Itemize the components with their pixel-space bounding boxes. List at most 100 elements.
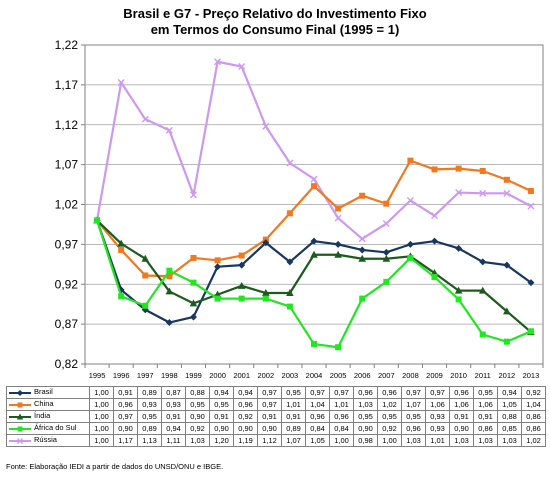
data-point-russia: [165, 126, 173, 134]
x-tick-label: 2008: [402, 371, 419, 380]
data-point-china: [335, 205, 342, 212]
legend-key-india: [9, 413, 31, 419]
x-tick-label: 2000: [209, 371, 226, 380]
data-point-russia: [503, 189, 511, 197]
table-cell-russia: 1,17: [113, 434, 138, 447]
source-note: Fonte: Elaboração IEDI a partir de dados…: [6, 462, 224, 471]
data-point-india: [189, 299, 198, 307]
table-cell-russia: 1,00: [377, 434, 402, 447]
x-tick-label: 1996: [113, 371, 130, 380]
table-cell-china: 1,06: [449, 398, 474, 411]
table-cell-russia: 1,00: [89, 434, 114, 447]
table-row-russia: Rússia 1,00 1,17 1,13 1,11 1,03 1,20 1,19 1,12 1,…: [6, 434, 546, 447]
table-cell-brasil: 0,92: [521, 386, 546, 399]
table-cell-russia: 1,19: [233, 434, 258, 447]
table-cell-brasil: 0,95: [281, 386, 306, 399]
legend-label-africa-do-sul: África do Sul: [34, 423, 77, 433]
data-point-china: [190, 254, 197, 261]
table-cell-brasil: 0,94: [233, 386, 258, 399]
table-cell-india: 0,97: [113, 410, 138, 423]
line-chart-plot: 0,82 0,87 0,92 0,97 1,02 1,07 1,12 1,17 1,22 1995…: [55, 38, 544, 380]
data-point-brasil: [431, 237, 439, 245]
data-point-africa-do-sul: [238, 295, 245, 302]
table-cell-russia: 1,03: [449, 434, 474, 447]
data-point-africa-do-sul: [94, 217, 101, 224]
y-tick-label: 0,87: [55, 317, 79, 331]
table-cell-africa-do-sul: 0,90: [353, 422, 378, 435]
table-cell-brasil: 1,00: [89, 386, 114, 399]
table-cell-africa-do-sul: 0,93: [425, 422, 450, 435]
data-point-china: [142, 272, 149, 279]
table-cell-brasil: 0,95: [473, 386, 498, 399]
data-point-china: [214, 257, 221, 264]
x-tick-label: 1995: [89, 371, 106, 380]
x-tick-label: 2001: [233, 371, 250, 380]
data-point-brasil: [382, 248, 390, 256]
data-point-africa-do-sul: [142, 302, 149, 309]
legend-entry-china: China: [6, 398, 90, 411]
table-row-india: Índia 1,00 0,97 0,95 0,91 0,90 0,91 0,92 0,91 0,9…: [6, 410, 546, 423]
data-point-africa-do-sul: [431, 274, 438, 281]
legend-label-china: China: [34, 399, 54, 409]
data-point-africa-do-sul: [479, 331, 486, 338]
table-cell-india: 0,92: [233, 410, 258, 423]
data-point-russia: [334, 214, 342, 222]
table-cell-china: 0,97: [257, 398, 282, 411]
legend-entry-brasil: Brasil: [6, 386, 90, 399]
x-tick-label: 2002: [257, 371, 274, 380]
data-point-brasil: [189, 313, 197, 321]
table-cell-africa-do-sul: 0,85: [497, 422, 522, 435]
data-point-china: [359, 192, 366, 199]
data-point-russia: [238, 63, 246, 71]
data-point-africa-do-sul: [262, 295, 269, 302]
y-tick-label: 0,82: [55, 357, 79, 371]
x-tick-label: 2004: [306, 371, 323, 380]
legend-entry-russia: Rússia: [6, 434, 90, 447]
data-point-russia: [189, 191, 197, 199]
table-cell-india: 0,91: [209, 410, 234, 423]
legend-key-china: [9, 402, 31, 407]
data-point-africa-do-sul: [286, 303, 293, 310]
table-cell-brasil: 0,89: [137, 386, 162, 399]
data-point-africa-do-sul: [503, 338, 510, 345]
table-cell-china: 1,04: [305, 398, 330, 411]
y-tick-label: 1,07: [55, 158, 79, 172]
data-point-africa-do-sul: [311, 341, 317, 348]
data-point-russia: [286, 159, 294, 167]
legend-entry-africa-do-sul: África do Sul: [6, 422, 90, 435]
data-point-russia: [382, 220, 390, 228]
data-point-africa-do-sul: [335, 344, 342, 351]
data-point-russia: [117, 78, 125, 86]
y-tick-label: 1,02: [55, 198, 79, 212]
table-cell-india: 0,91: [449, 410, 474, 423]
data-point-india: [503, 307, 511, 315]
data-point-africa-do-sul: [190, 279, 197, 286]
x-tick-label: 2010: [450, 371, 467, 380]
table-cell-china: 0,95: [209, 398, 234, 411]
legend-key-brasil: [9, 389, 31, 396]
table-cell-africa-do-sul: 0,84: [305, 422, 330, 435]
y-tick-label: 0,92: [55, 277, 79, 291]
data-point-india: [117, 239, 125, 247]
data-point-india: [165, 287, 174, 295]
data-point-brasil: [238, 261, 246, 269]
data-point-africa-do-sul: [166, 267, 173, 274]
data-point-india: [141, 254, 150, 262]
table-row-brasil: Brasil 1,00 0,91 0,89 0,87 0,88 0,94 0,94 0,97 0,…: [6, 386, 546, 399]
table-row-china: China 1,00 0,96 0,93 0,93 0,95 0,95 0,96 0,97 1,0…: [6, 398, 546, 411]
table-cell-china: 1,01: [281, 398, 306, 411]
table-cell-africa-do-sul: 1,00: [89, 422, 114, 435]
y-tick-label: 1,22: [55, 38, 79, 52]
data-point-africa-do-sul: [455, 296, 462, 303]
table-cell-africa-do-sul: 0,90: [209, 422, 234, 435]
table-cell-brasil: 0,97: [257, 386, 282, 399]
table-cell-india: 0,96: [305, 410, 330, 423]
table-cell-africa-do-sul: 0,92: [377, 422, 402, 435]
data-point-africa-do-sul: [383, 278, 390, 285]
table-cell-russia: 1,03: [497, 434, 522, 447]
table-cell-china: 1,01: [329, 398, 354, 411]
data-point-india: [334, 250, 342, 258]
table-cell-china: 0,96: [113, 398, 138, 411]
table-cell-brasil: 0,97: [401, 386, 426, 399]
data-point-brasil: [310, 237, 318, 245]
